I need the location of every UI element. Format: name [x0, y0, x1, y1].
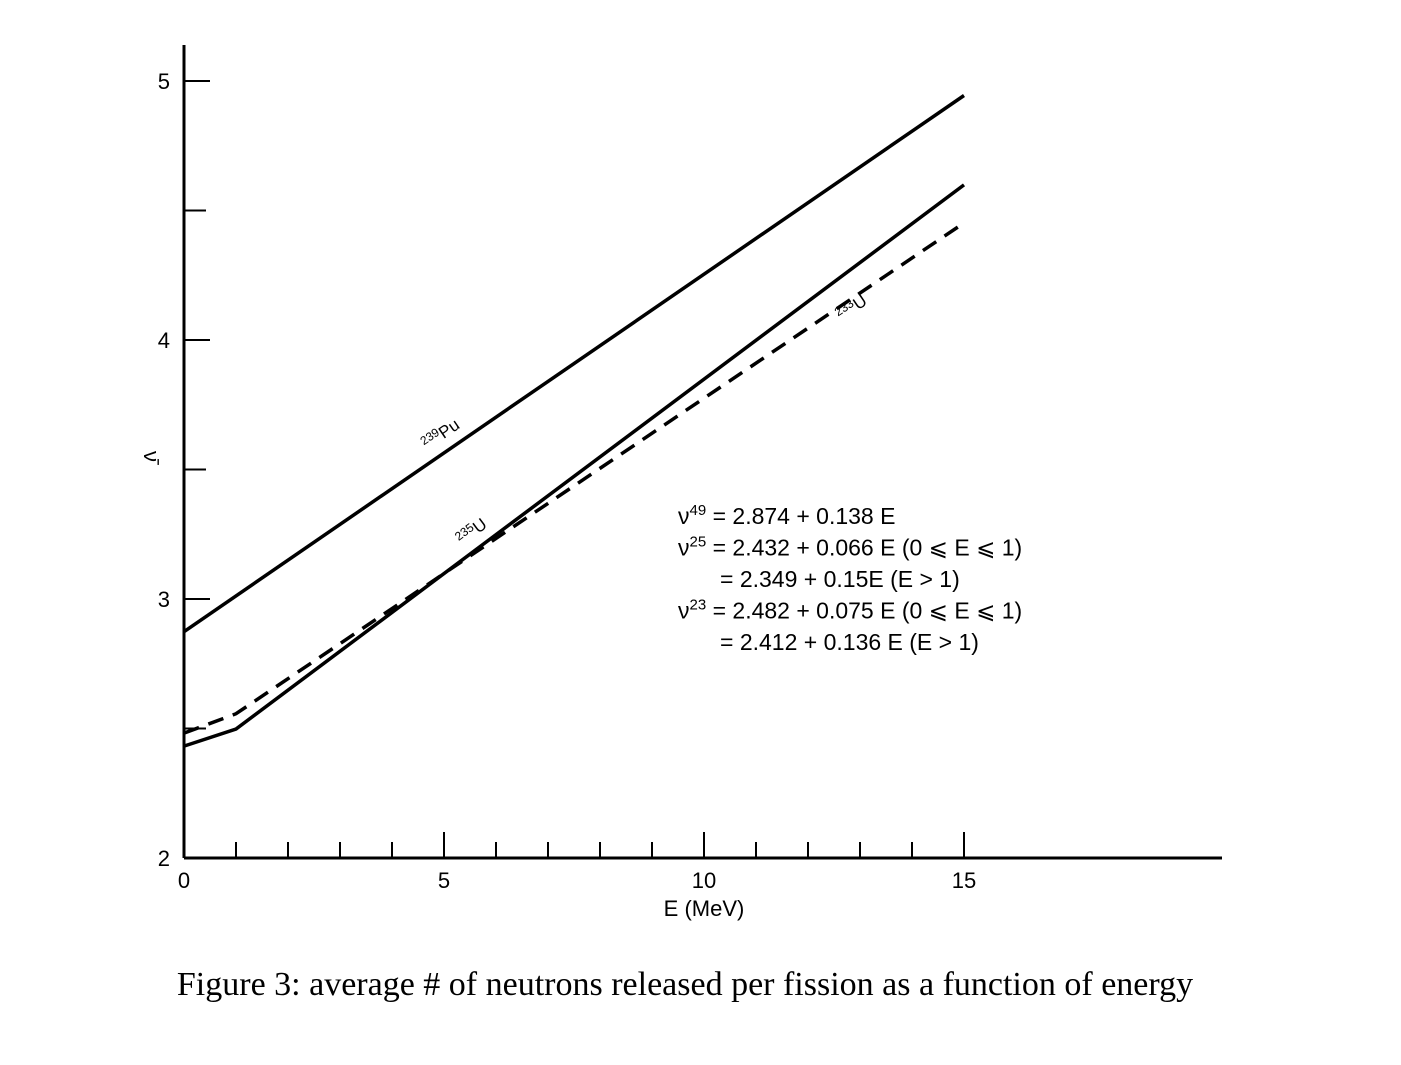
series-line-239pu [183, 94, 965, 634]
x-tick-label: 0 [178, 868, 190, 893]
figure-caption: Figure 3: average # of neutrons released… [176, 966, 1194, 1003]
series-line-235u [183, 183, 966, 748]
y-tick-label: 3 [158, 587, 170, 612]
x-tick-label: 5 [438, 868, 450, 893]
y-tick-label: 4 [158, 328, 170, 353]
equation-line: ν49 = 2.874 + 0.138 E [678, 502, 895, 529]
y-axis-label: ν̄ [139, 451, 164, 465]
series-line-233u [183, 221, 965, 735]
y-tick-label: 2 [158, 846, 170, 871]
y-tick-label: 5 [158, 69, 170, 94]
equation-line: = 2.412 + 0.136 E (E > 1) [720, 629, 979, 655]
x-tick-label: 15 [952, 868, 976, 893]
x-tick-label: 10 [692, 868, 716, 893]
equation-line: ν23 = 2.482 + 0.075 E (0 ⩽ E ⩽ 1) [678, 597, 1022, 624]
equation-line: ν25 = 2.432 + 0.066 E (0 ⩽ E ⩽ 1) [678, 534, 1022, 561]
x-axis-label: E (MeV) [664, 896, 745, 921]
equation-line: = 2.349 + 0.15E (E > 1) [720, 566, 960, 592]
series-label-233u: 233U [832, 289, 871, 324]
series-label-239pu: 239Pu [418, 413, 464, 453]
